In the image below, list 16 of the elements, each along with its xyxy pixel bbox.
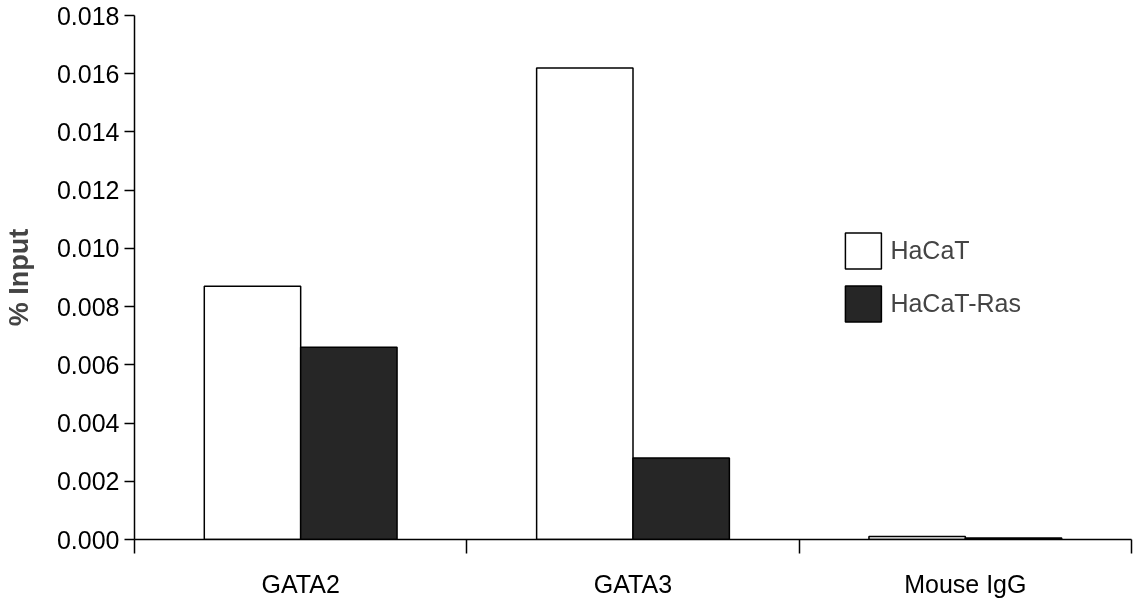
legend-label: HaCaT bbox=[890, 235, 970, 266]
y-tick-label: 0.018 bbox=[56, 1, 120, 30]
y-tick-label: 0.008 bbox=[56, 292, 120, 321]
y-tick-label: 0.012 bbox=[56, 176, 120, 205]
y-tick-label: 0.016 bbox=[56, 59, 120, 88]
y-axis-title: % Input bbox=[3, 228, 34, 327]
y-tick-label: 0.002 bbox=[56, 467, 120, 496]
legend-label: HaCaT-Ras bbox=[890, 288, 1021, 319]
y-tick-label: 0.010 bbox=[56, 234, 120, 263]
y-tick-label: 0.006 bbox=[56, 350, 120, 379]
x-tick-label: Mouse IgG bbox=[904, 569, 1027, 598]
y-tick-label: 0.000 bbox=[56, 525, 120, 554]
x-tick-label: GATA2 bbox=[261, 569, 340, 598]
x-tick-label: GATA3 bbox=[593, 569, 673, 598]
y-tick-label: 0.014 bbox=[56, 117, 120, 146]
y-tick-label: 0.004 bbox=[56, 409, 120, 438]
